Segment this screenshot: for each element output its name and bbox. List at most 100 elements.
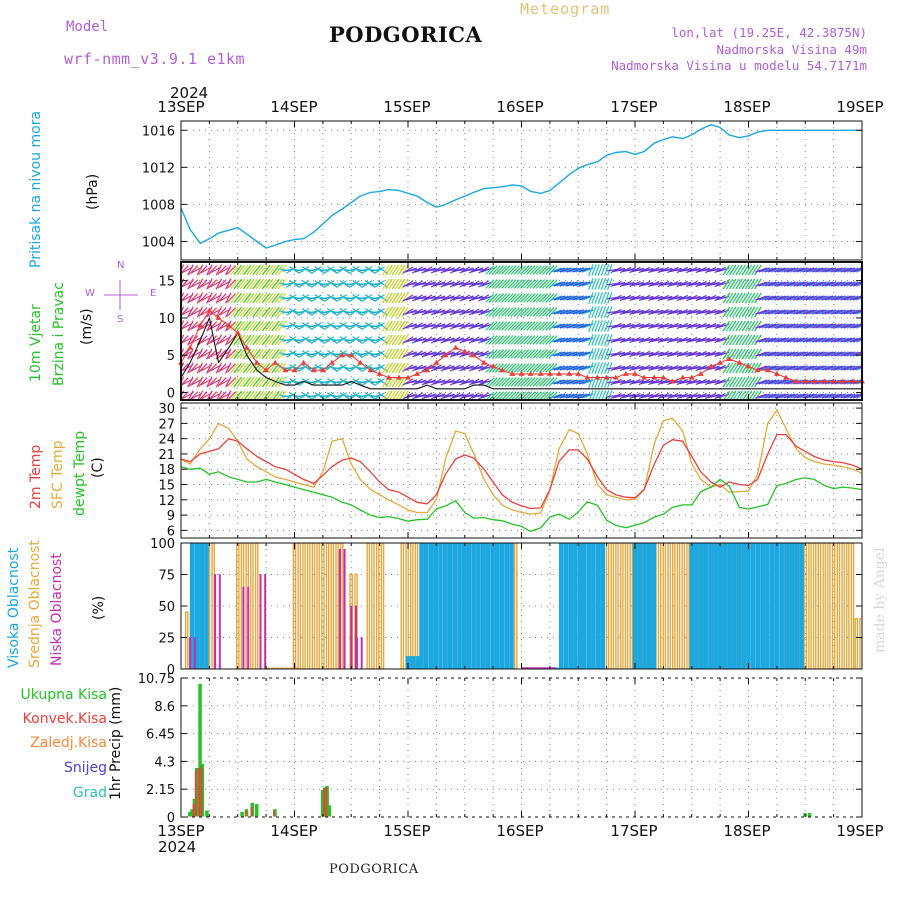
wind-arrow <box>188 293 199 303</box>
wind-arrow <box>323 336 335 344</box>
wind-arrow <box>377 308 389 316</box>
wind-arrow <box>714 392 726 400</box>
wind-arrow <box>510 307 520 317</box>
wind-arrow <box>676 336 688 344</box>
wind-arrow <box>849 323 862 329</box>
wind-arrow <box>578 379 591 385</box>
wind-arrow <box>246 292 255 304</box>
wind-arrow <box>780 351 793 357</box>
wind-arrow <box>255 334 264 346</box>
wind-arrow <box>304 268 317 272</box>
wind-gust-marker <box>452 344 459 350</box>
wind-arrow <box>725 334 734 346</box>
wind-arrow <box>339 336 351 344</box>
wind-arrow <box>722 264 731 276</box>
wind-arrow <box>578 267 591 273</box>
wind-arrow <box>314 322 326 330</box>
cloud-bar <box>836 543 841 669</box>
wind-arrow <box>206 278 213 290</box>
wind-arrow <box>430 322 442 330</box>
date-label-top-5: 18SEP <box>723 98 771 116</box>
wind-arrow <box>316 268 329 272</box>
cloud-bar <box>812 543 817 669</box>
wind-arrow <box>529 265 539 275</box>
wind-gust-marker <box>367 367 374 373</box>
wind-arrow <box>556 337 569 343</box>
wind-arrow <box>619 364 632 372</box>
wind-arrow <box>304 352 317 356</box>
wind-arrow <box>676 364 688 372</box>
wind-arrow <box>279 338 292 342</box>
wind-arrow <box>722 334 731 346</box>
wind-arrow <box>793 323 805 329</box>
wind-arrow <box>291 352 304 356</box>
wind-gust-marker <box>376 370 383 376</box>
wind-arrow <box>805 351 818 357</box>
wind-arrow <box>491 321 501 331</box>
temperature-ytick-label: 27 <box>158 417 175 432</box>
wind-arrow <box>261 306 271 318</box>
wind-arrow <box>562 365 575 371</box>
wind-arrow <box>774 323 786 329</box>
wind-arrow <box>277 306 287 318</box>
cloud-bar <box>698 543 704 669</box>
wind-arrow <box>382 264 390 276</box>
cloud-bar <box>746 543 751 669</box>
wind-arrow <box>367 352 380 356</box>
wind-arrow <box>591 278 597 290</box>
wind-arrow <box>421 392 433 400</box>
wind-arrow <box>849 365 862 371</box>
wind-arrow <box>233 278 242 290</box>
wind-arrow <box>252 306 261 318</box>
wind-arrow <box>840 337 853 343</box>
wind-gust-marker <box>566 370 573 376</box>
wind-arrow <box>215 362 223 374</box>
wind-arrow <box>258 348 268 360</box>
wind-arrow <box>449 280 461 288</box>
wind-arrow <box>217 391 227 400</box>
wind-arrow <box>657 350 670 358</box>
wind-arrow <box>523 279 533 289</box>
wind-arrow <box>755 281 768 287</box>
wind-arrow <box>774 295 786 301</box>
wind-arrow <box>361 336 373 344</box>
cloud-bar <box>371 543 375 669</box>
wind-arrow <box>187 334 194 346</box>
wind-arrow <box>501 265 511 275</box>
wind-arrow <box>751 278 759 290</box>
precip-total-bar <box>198 683 202 817</box>
wind-arrow <box>342 324 355 328</box>
wind-arrow <box>342 310 355 314</box>
wind-arrow <box>255 292 264 304</box>
wind-arrow <box>545 307 555 317</box>
wind-arrow <box>852 282 862 287</box>
wind-arrow <box>243 376 252 388</box>
wind-arrow <box>638 322 651 330</box>
wind-arrow <box>657 336 670 344</box>
wind-arrow <box>638 294 651 302</box>
wind-arrow <box>510 265 520 275</box>
wind-arrow <box>569 351 581 357</box>
wind-arrow <box>301 294 313 302</box>
wind-arrow <box>421 378 433 386</box>
wind-arrow <box>388 362 397 374</box>
wind-arrow <box>277 278 287 290</box>
wind-arrow <box>491 335 501 345</box>
wind-arrow <box>397 292 406 304</box>
wind-arrow <box>556 379 569 385</box>
wind-arrow <box>818 393 831 399</box>
wind-arrow <box>704 322 717 330</box>
wind-arrow <box>207 377 218 387</box>
wind-arrow <box>754 320 762 332</box>
wind-gust-marker <box>783 374 789 380</box>
wind-arrow <box>566 365 578 371</box>
wind-arrow <box>187 264 194 276</box>
wind-arrow <box>349 364 360 372</box>
wind-arrow <box>566 351 578 357</box>
wind-arrow <box>261 320 271 332</box>
wind-arrow <box>217 335 227 345</box>
wind-arrow <box>459 378 471 386</box>
wind-gust-marker <box>821 378 828 384</box>
wind-arrow <box>523 391 533 400</box>
wind-arrow <box>207 321 218 331</box>
